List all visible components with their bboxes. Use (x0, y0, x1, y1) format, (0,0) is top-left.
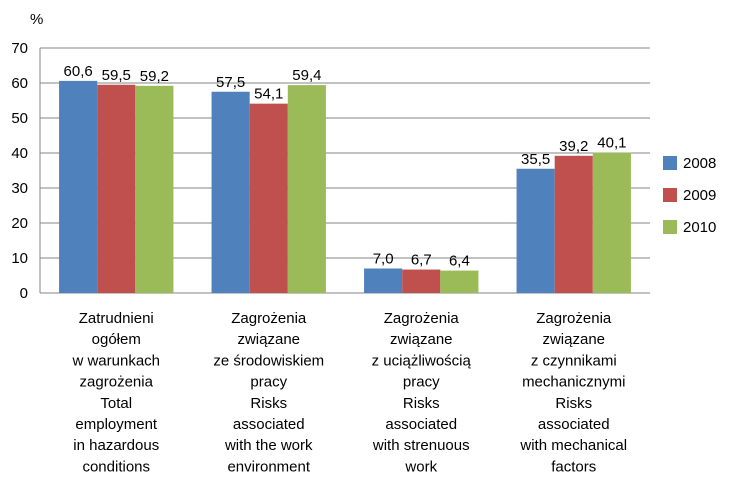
value-label: 6,7 (411, 252, 432, 269)
x-tick-line: Risks (555, 395, 592, 412)
bar (287, 85, 326, 293)
legend-label: 2010 (683, 219, 716, 236)
bar (554, 155, 593, 293)
x-tick-line: Risks (250, 395, 287, 412)
x-tick-line: in hazardous (73, 437, 159, 454)
x-tick-line: w warunkach (71, 352, 160, 369)
x-tick-line: pracy (250, 374, 287, 391)
x-tick-line: mechanicznymi (522, 374, 625, 391)
x-tick-line: związane (390, 331, 453, 348)
value-label: 59,2 (140, 68, 169, 85)
x-tick-line: ogółem (92, 331, 141, 348)
value-label: 60,6 (64, 63, 93, 80)
x-tick-line: ze środowiskiem (213, 352, 324, 369)
x-tick-line: associated (538, 416, 610, 433)
x-tick-line: związane (237, 331, 300, 348)
y-tick-label: 10 (11, 250, 28, 267)
bar (364, 268, 403, 293)
bar (516, 168, 555, 293)
x-tick-line: work (404, 458, 437, 475)
x-tick-line: zagrożenia (80, 374, 154, 391)
x-tick-line: z uciążliwością (372, 352, 472, 369)
value-label: 54,1 (254, 86, 283, 103)
x-tick-line: Risks (403, 395, 440, 412)
y-tick-label: 30 (11, 180, 28, 197)
x-tick-label: Zagrożenia związane z uciążliwością pracy Ri… (372, 310, 472, 475)
value-label: 7,0 (373, 251, 394, 268)
x-tick-label: Zatrudnieni ogółem w warunkach zagrożenia To… (71, 310, 160, 475)
x-tick-line: environment (227, 458, 310, 475)
y-tick-label: 70 (11, 40, 28, 57)
x-tick-line: associated (385, 416, 457, 433)
x-tick-line: conditions (82, 458, 150, 475)
bar (211, 91, 250, 293)
value-label: 6,4 (449, 253, 470, 270)
bar (135, 85, 174, 293)
x-tick-line: with strenuous (372, 437, 470, 454)
x-tick-line: pracy (403, 374, 440, 391)
x-tick-line: factors (551, 458, 596, 475)
bar (592, 152, 631, 293)
x-tick-line: z czynnikami (531, 352, 617, 369)
value-label: 35,5 (521, 151, 550, 168)
legend-swatch (663, 220, 677, 234)
x-tick-line: Zatrudnieni (79, 310, 154, 327)
bar (97, 84, 136, 293)
x-tick-line: with the work (224, 437, 313, 454)
y-tick-label: 40 (11, 145, 28, 162)
x-tick-line: Total (100, 395, 132, 412)
bar (440, 270, 479, 293)
x-tick-line: związane (542, 331, 605, 348)
value-label: 40,1 (597, 135, 626, 152)
legend-label: 2009 (683, 187, 716, 204)
y-axis-label: % (30, 11, 43, 28)
value-label: 59,5 (102, 67, 131, 84)
x-tick-label: Zagrożenia związane ze środowiskiem pracy Ri… (213, 310, 324, 475)
legend-label: 2008 (683, 155, 716, 172)
legend-swatch (663, 156, 677, 170)
value-label: 59,4 (292, 67, 321, 84)
x-tick-line: Zagrożenia (536, 310, 612, 327)
x-tick-line: Zagrożenia (231, 310, 307, 327)
legend-swatch (663, 188, 677, 202)
x-tick-line: Zagrożenia (384, 310, 460, 327)
y-tick-label: 20 (11, 215, 28, 232)
x-tick-line: employment (75, 416, 158, 433)
value-label: 57,5 (216, 74, 245, 91)
y-tick-label: 0 (20, 285, 28, 302)
bar (249, 103, 288, 294)
x-tick-label: Zagrożenia związane z czynnikami mechaniczn… (519, 310, 627, 475)
bar (402, 269, 441, 293)
bar (59, 80, 98, 294)
value-label: 39,2 (559, 138, 588, 155)
y-tick-label: 50 (11, 110, 28, 127)
x-tick-line: with mechanical (519, 437, 627, 454)
y-tick-label: 60 (11, 75, 28, 92)
x-tick-line: associated (233, 416, 305, 433)
